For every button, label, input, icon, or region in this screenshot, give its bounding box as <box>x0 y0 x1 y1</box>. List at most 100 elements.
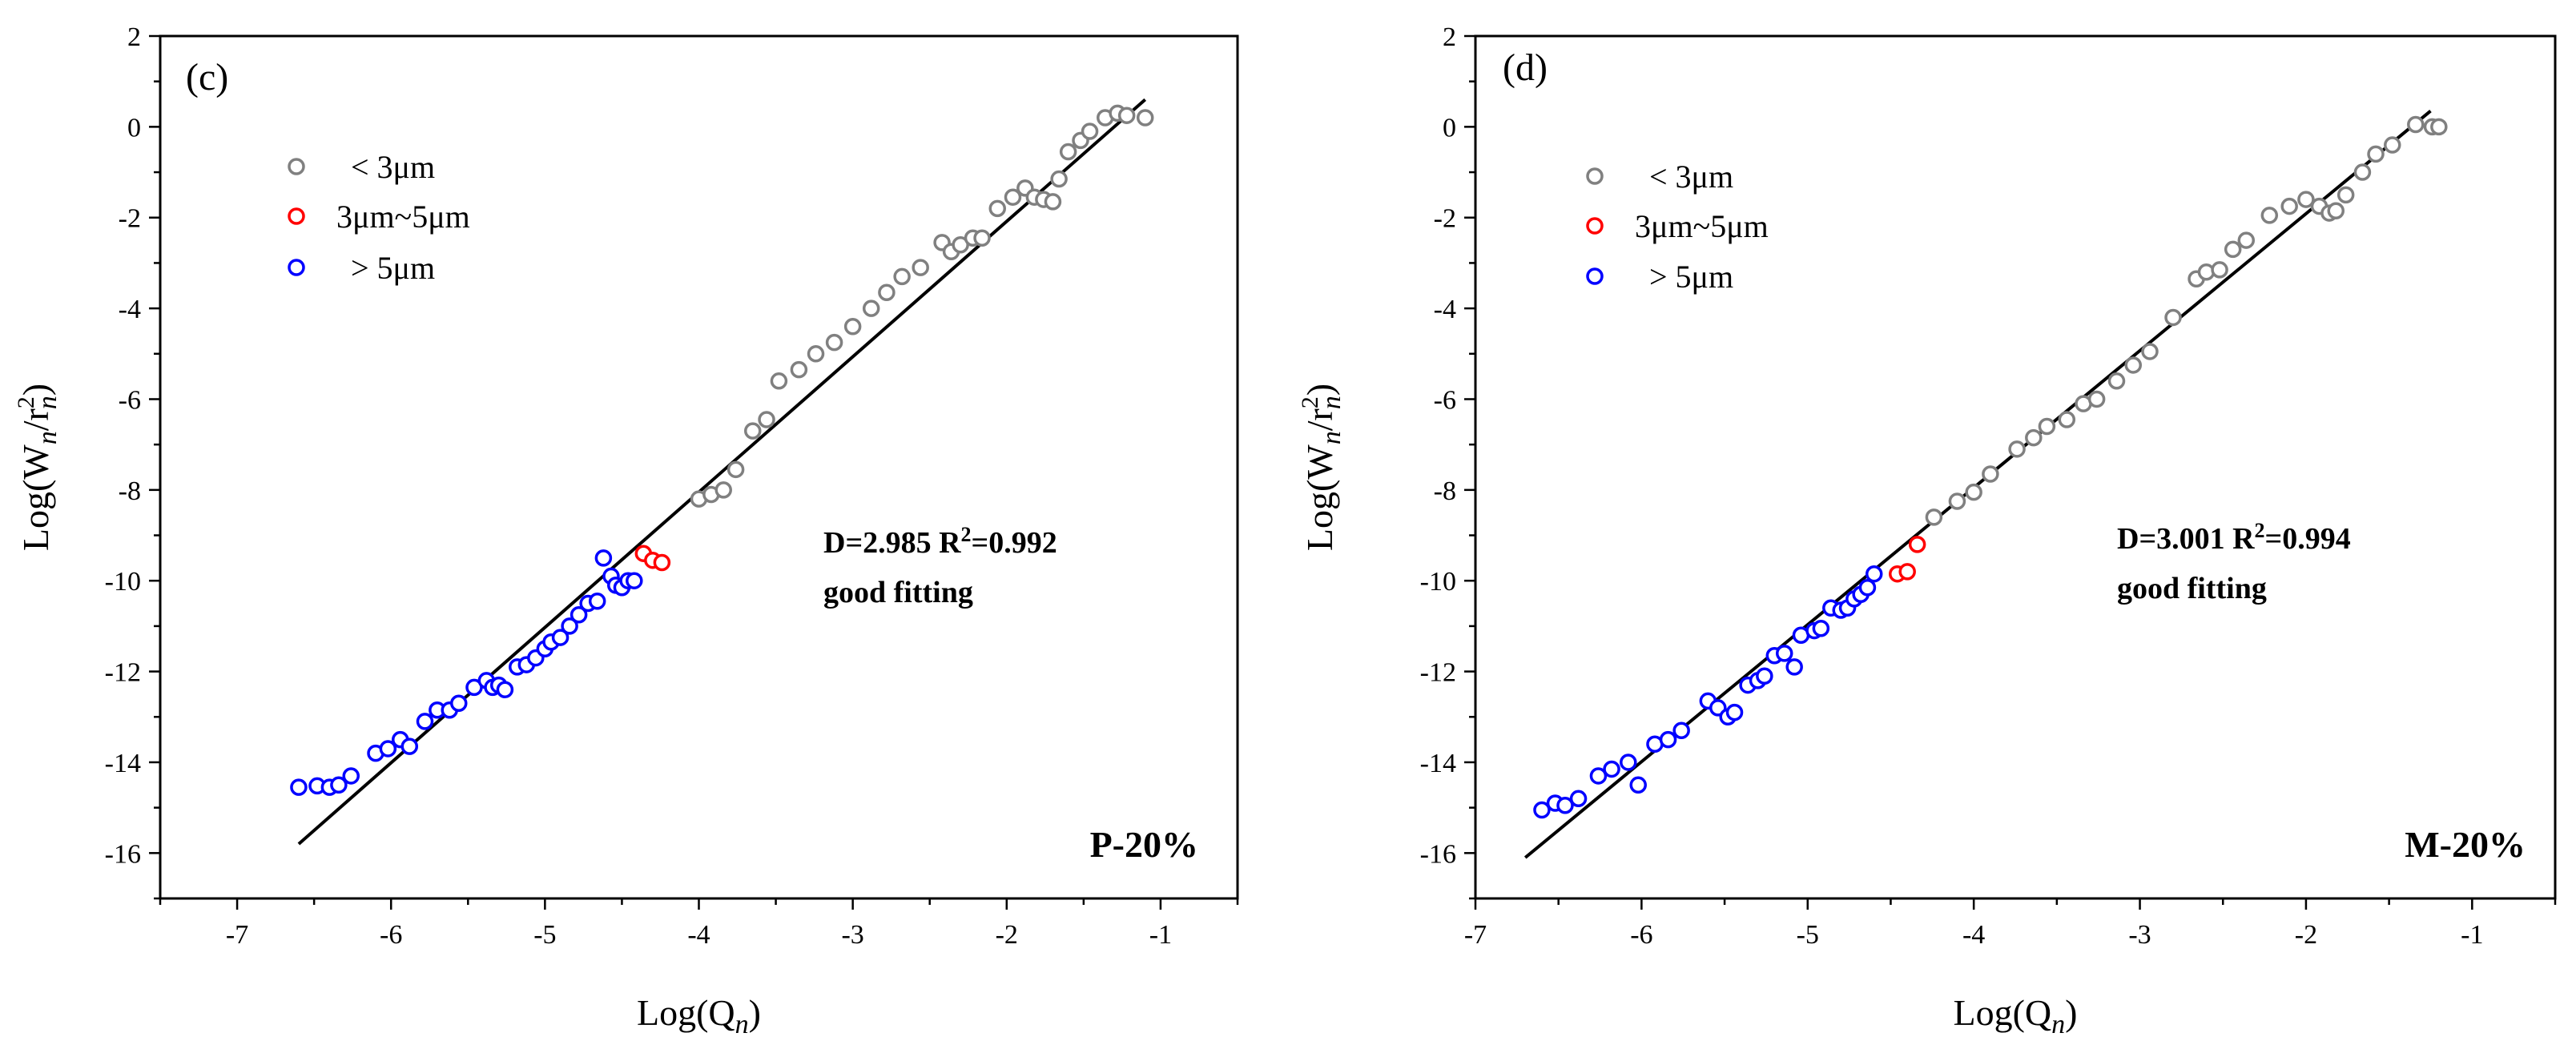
chart-panel-c: -7 -6 -5 -4 -3 -2 -1 2 0 -2 -4 -6 -8 -10 -12 -14 -16 Log(… <box>0 0 1288 1057</box>
chart-c-point-lt3 <box>1004 188 1022 206</box>
chart-d-point-lt3 <box>1965 483 1982 501</box>
chart-c-x-tick-label: -3 <box>841 920 863 950</box>
chart-d-point-lt3 <box>2224 240 2242 259</box>
chart-c-point-lt3 <box>912 259 929 276</box>
chart-c-fit-annotation: D=2.985 R2=0.992 <box>823 523 1057 560</box>
chart-c: -7 -6 -5 -4 -3 -2 -120-2-4-6-8-10-12-14-16Log(… <box>13 22 1239 1039</box>
chart-c-x-tick-label: -6 <box>380 920 402 950</box>
chart-d-point-gt5 <box>1812 619 1830 637</box>
chart-d-legend-label-gt5: > 5μm <box>1649 259 1733 295</box>
chart-d-point-gt5 <box>1620 754 1637 771</box>
chart-c-legend-marker-mid <box>288 207 305 225</box>
chart-c-point-lt3 <box>988 199 1007 218</box>
chart-d-x-tick-label: -2 <box>2295 920 2317 950</box>
chart-c-legend-marker-lt3 <box>288 158 305 175</box>
chart-c-y-tick-label: -8 <box>119 476 141 506</box>
chart-d-y-tick-label: -2 <box>1434 204 1456 234</box>
chart-c-point-lt3 <box>1117 107 1136 124</box>
chart-c-point-lt3 <box>862 299 880 317</box>
chart-c-point-gt5 <box>400 737 419 755</box>
chart-c-point-gt5 <box>551 629 570 646</box>
chart-c-point-lt3 <box>1136 109 1154 127</box>
chart-d-point-gt5 <box>1725 703 1744 721</box>
chart-d-fit-annotation: D=3.001 R2=0.994 <box>2117 519 2351 556</box>
chart-c-point-lt3 <box>770 372 788 390</box>
chart-d-panel-label: (d) <box>1503 46 1548 89</box>
chart-d-point-lt3 <box>2107 372 2126 390</box>
chart-d-point-lt3 <box>2025 428 2043 447</box>
chart-c-point-lt3 <box>807 345 825 363</box>
chart-c-y-tick-label: -14 <box>105 749 141 778</box>
chart-c-point-mid <box>653 553 671 572</box>
chart-c-y-tick-label: -2 <box>119 204 141 234</box>
chart-d-point-mid <box>1898 563 1916 581</box>
chart-c-y-tick-label: -6 <box>119 385 141 415</box>
chart-panel-d: -7 -6 -5 -4 -3 -2 -1 2 0 -2 -4 -6 -8 -10 -12 -14 -16 Log(… <box>1288 0 2576 1057</box>
chart-d-point-lt3 <box>2087 390 2106 408</box>
chart-d-y-tick-label: -4 <box>1434 295 1456 324</box>
chart-c-point-lt3 <box>825 333 843 352</box>
chart-d-legend-label-mid: 3μm~5μm <box>1635 208 1769 244</box>
chart-d-point-lt3 <box>2430 118 2448 136</box>
chart-d-y-tick-label: -12 <box>1420 658 1456 688</box>
chart-d-y-tick-label: -10 <box>1420 567 1456 597</box>
chart-c-point-gt5 <box>450 694 468 713</box>
chart-c-point-lt3 <box>878 283 896 302</box>
chart-d-point-gt5 <box>1556 797 1574 814</box>
chart-c-point-lt3 <box>714 481 732 499</box>
chart-d-point-lt3 <box>2407 115 2425 134</box>
chart-d-legend-marker-mid <box>1586 217 1604 235</box>
chart-d-point-gt5 <box>1756 667 1773 685</box>
chart-d-x-tick-label: -1 <box>2461 920 2483 950</box>
chart-d-point-gt5 <box>1533 801 1551 819</box>
chart-d-point-lt3 <box>2337 186 2355 204</box>
chart-d-point-lt3 <box>2237 231 2256 249</box>
chart-d-point-gt5 <box>1569 790 1588 808</box>
chart-d-point-lt3 <box>2327 202 2345 219</box>
chart-d-x-tick-label: -3 <box>2128 920 2151 950</box>
chart-c-y-tick-label: -4 <box>119 295 141 324</box>
chart-d-point-lt3 <box>1925 508 1943 526</box>
chart-d-point-lt3 <box>2297 191 2315 208</box>
chart-d-y-tick-label: -8 <box>1434 476 1456 506</box>
chart-c-point-lt3 <box>727 460 745 479</box>
chart-d-legend-marker-gt5 <box>1586 267 1604 285</box>
chart-d-point-lt3 <box>2058 411 2076 428</box>
chart-c-point-lt3 <box>758 411 775 428</box>
chart-d-legend-marker-lt3 <box>1586 167 1604 185</box>
chart-c-panel-label: (c) <box>186 56 228 98</box>
chart-c-x-tick-label: -7 <box>226 920 248 950</box>
chart-d-point-lt3 <box>1948 492 1966 510</box>
chart-d-x-tick-label: -7 <box>1464 920 1487 950</box>
chart-d-point-mid <box>1908 536 1926 553</box>
chart-d-x-tick-label: -4 <box>1962 920 1985 950</box>
chart-c-point-lt3 <box>973 229 991 247</box>
chart-c-legend-label-gt5: > 5μm <box>351 250 435 286</box>
chart-d-y-tick-label: -14 <box>1420 749 1456 778</box>
chart-d-point-gt5 <box>1865 565 1883 583</box>
chart-d-y-tick-label: 0 <box>1443 113 1456 143</box>
chart-c-fit-quality: good fitting <box>823 576 973 609</box>
chart-c-point-gt5 <box>570 605 588 624</box>
chart-d-point-lt3 <box>2008 440 2026 458</box>
chart-d-point-gt5 <box>1858 578 1877 597</box>
chart-c-y-tick-label: -10 <box>105 567 141 597</box>
chart-c-y-tick-label: -12 <box>105 658 141 688</box>
chart-d-legend-label-lt3: < 3μm <box>1649 159 1733 195</box>
chart-d-plot-frame <box>1474 34 2557 900</box>
chart-d-point-gt5 <box>1775 645 1793 662</box>
chart-d-point-lt3 <box>2367 145 2385 163</box>
chart-c-y-tick-label: 2 <box>127 22 141 52</box>
chart-d-x-tick-label: -5 <box>1797 920 1819 950</box>
chart-d-fit-quality: good fitting <box>2117 572 2267 605</box>
chart-c-point-gt5 <box>626 572 643 589</box>
chart-c-point-gt5 <box>416 713 434 730</box>
chart-c-point-gt5 <box>379 740 397 758</box>
chart-c-y-axis-title: Log(Wn/r2n) <box>13 384 62 551</box>
chart-c-legend-label-lt3: < 3μm <box>351 149 435 185</box>
chart-d-point-lt3 <box>2141 343 2159 360</box>
chart-d-x-tick-label: -6 <box>1630 920 1652 950</box>
chart-c-y-tick-label: 0 <box>127 113 141 143</box>
chart-d-y-tick-label: 2 <box>1443 22 1456 52</box>
chart-c-sample-label: P-20% <box>1090 824 1198 865</box>
